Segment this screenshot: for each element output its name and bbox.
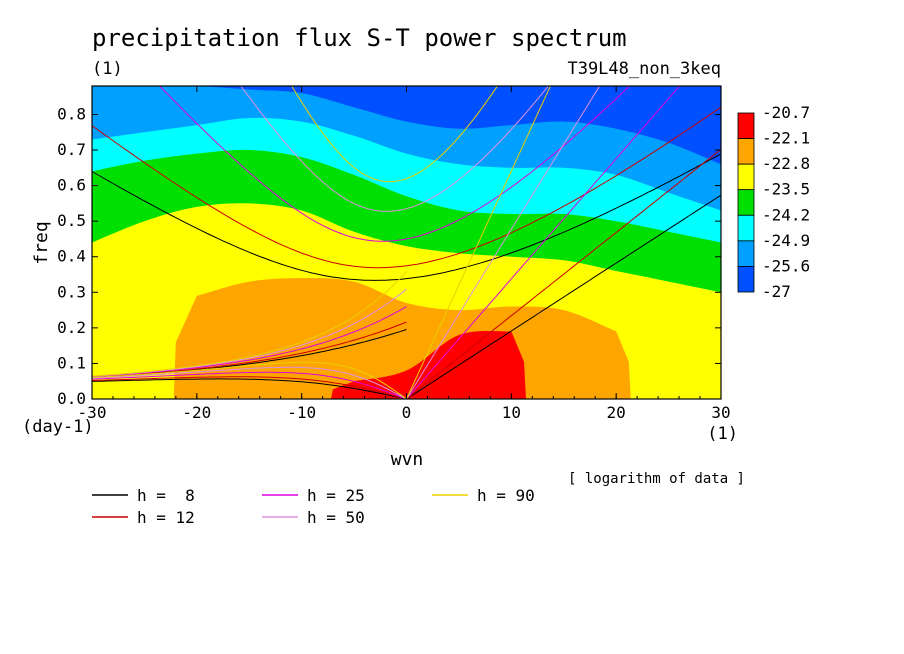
colorbar-swatch bbox=[737, 189, 755, 216]
chart-title: precipitation flux S-T power spectrum bbox=[92, 24, 627, 52]
colorbar-label: -22.8 bbox=[762, 154, 810, 173]
x-tick-label: -30 bbox=[78, 403, 107, 422]
colorbar-swatch bbox=[737, 266, 755, 293]
colorbar-swatch bbox=[737, 138, 755, 165]
x-tick-label: 20 bbox=[607, 403, 626, 422]
dispersion-curve-h8-1 bbox=[92, 153, 721, 281]
x-tick-label: 30 bbox=[711, 403, 730, 422]
colorbar-label: -25.6 bbox=[762, 256, 810, 275]
colorbar-swatch bbox=[737, 240, 755, 267]
legend-label: h = 90 bbox=[477, 486, 535, 505]
colorbar-label: -23.5 bbox=[762, 180, 810, 199]
dispersion-curve-h90-3 bbox=[92, 271, 407, 377]
dispersion-curve-h8-0 bbox=[406, 194, 721, 399]
contour-fills bbox=[92, 86, 721, 399]
y-tick-label: 0.3 bbox=[57, 282, 86, 301]
colorbar-label: -24.2 bbox=[762, 205, 810, 224]
dispersion-curve-h12-1 bbox=[92, 106, 721, 269]
dispersion-curve-h25-2 bbox=[92, 371, 407, 399]
colorbar-label: -24.9 bbox=[762, 231, 810, 250]
colorbar-swatch bbox=[737, 163, 755, 191]
legend-label: h = 12 bbox=[137, 508, 195, 527]
data-note: [ logarithm of data ] bbox=[568, 471, 745, 487]
colorbar-swatch bbox=[737, 214, 755, 242]
x-unit-label: (1) bbox=[707, 424, 738, 444]
x-tick-label: -20 bbox=[182, 403, 211, 422]
x-tick-label: -10 bbox=[287, 403, 316, 422]
y-tick-label: 0.6 bbox=[57, 176, 86, 195]
dispersion-curve-h25-0 bbox=[406, 86, 681, 399]
dispersion-curve-h90-2 bbox=[92, 361, 407, 399]
x-axis-label: wvn bbox=[391, 449, 424, 470]
chart-subtitle-left: (1) bbox=[92, 59, 123, 79]
colorbar-label: -20.7 bbox=[762, 103, 810, 122]
colorbar: -20.7 -22.1 -22.8 -23.5 -24.2 -24.9 -25.6 -27 bbox=[737, 103, 810, 301]
colorbar-swatch bbox=[737, 112, 755, 139]
dispersion-curve-h25-1 bbox=[158, 86, 631, 242]
dispersion-curve-h12-3 bbox=[92, 321, 407, 378]
x-axis-ticks: -30 -20 -10 0 10 20 30 bbox=[78, 86, 731, 422]
colorbar-label: -22.1 bbox=[762, 129, 810, 148]
y-tick-label: 0.2 bbox=[57, 318, 86, 337]
y-axis-ticks: 0.0 0.1 0.2 0.3 0.4 0.5 0.6 0.7 0.8 bbox=[57, 104, 721, 408]
x-tick-label: 10 bbox=[502, 403, 521, 422]
y-unit-label: (day-1) bbox=[22, 417, 94, 437]
legend-label: h = 25 bbox=[307, 486, 365, 505]
dispersion-curves bbox=[92, 86, 721, 399]
dispersion-curve-h90-1 bbox=[291, 86, 499, 183]
y-tick-label: 0.7 bbox=[57, 140, 86, 159]
y-tick-label: 0.1 bbox=[57, 353, 86, 372]
legend: h = 8 h = 12 h = 25 h = 50 h = 90 bbox=[92, 486, 535, 527]
x-tick-label: 0 bbox=[402, 403, 412, 422]
y-tick-label: 0.8 bbox=[57, 104, 86, 123]
chart-subtitle-right: T39L48_non_3keq bbox=[567, 59, 721, 79]
dispersion-curve-h50-2 bbox=[92, 366, 407, 399]
y-tick-label: 0.5 bbox=[57, 211, 86, 230]
y-tick-label: 0.4 bbox=[57, 247, 86, 266]
dispersion-curve-h90-0 bbox=[406, 86, 551, 399]
y-axis-label: freq bbox=[31, 221, 52, 264]
legend-label: h = 50 bbox=[307, 508, 365, 527]
dispersion-curve-h12-2 bbox=[92, 376, 407, 399]
colorbar-label: -27 bbox=[762, 282, 791, 301]
dispersion-curve-h12-0 bbox=[406, 148, 721, 399]
y-tick-label: 0.0 bbox=[57, 389, 86, 408]
dispersion-curve-h25-3 bbox=[92, 306, 407, 378]
level-fill-6-0 bbox=[331, 330, 526, 399]
dispersion-curve-h50-0 bbox=[406, 86, 601, 399]
dispersion-curve-h50-1 bbox=[240, 86, 549, 212]
legend-label: h = 8 bbox=[137, 486, 195, 505]
dispersion-curve-h8-2 bbox=[92, 378, 407, 399]
